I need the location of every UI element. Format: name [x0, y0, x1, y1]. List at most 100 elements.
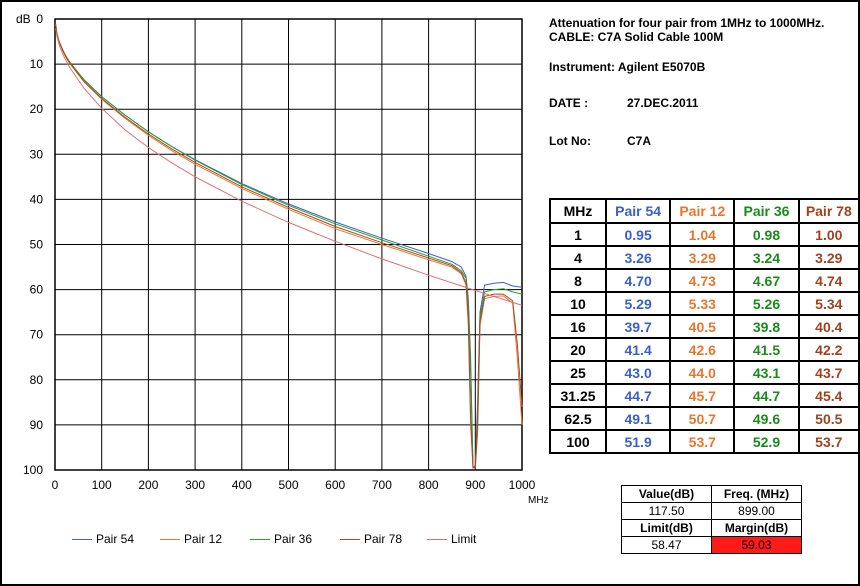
header-mhz: MHz — [549, 198, 608, 224]
x-tick-label: 0 — [52, 478, 59, 492]
freq-cell: 1 — [549, 222, 608, 247]
legend-item: Pair 36 — [250, 532, 312, 546]
legend-item: Pair 78 — [340, 532, 402, 546]
value-cell: 40.5 — [669, 314, 736, 339]
x-tick-label: 300 — [185, 478, 205, 492]
value-cell: 3.24 — [733, 245, 800, 270]
legend-item: Pair 54 — [72, 532, 134, 546]
limit-cell: 58.47 — [621, 536, 712, 554]
date-label: DATE : — [549, 96, 589, 110]
freq-cell: 62.5 — [549, 406, 608, 431]
table-row: 20 41.4 42.6 41.5 42.2 — [549, 337, 860, 362]
freq-cell: 8 — [549, 268, 608, 293]
value-cell: 49.1 — [605, 406, 672, 431]
margin-cell: 59.03 — [711, 536, 802, 554]
value-cell: 41.4 — [605, 337, 672, 362]
table-row: 100 51.9 53.7 52.9 53.7 — [549, 429, 860, 454]
freq-cell: 899.00 — [711, 502, 802, 520]
value-cell: 42.6 — [669, 337, 736, 362]
value-cell: 43.0 — [605, 360, 672, 385]
value-cell: 50.7 — [669, 406, 736, 431]
title-line-2: CABLE: C7A Solid Cable 100M — [549, 30, 724, 44]
value-label: Value(dB) — [621, 485, 712, 503]
table-row: 4 3.26 3.29 3.24 3.29 — [549, 245, 860, 270]
value-cell: 43.7 — [798, 360, 860, 385]
legend-swatch — [340, 538, 360, 540]
legend-item: Limit — [427, 532, 476, 546]
legend-label: Pair 36 — [274, 532, 313, 546]
legend-item: Pair 12 — [160, 532, 222, 546]
margin-label: Margin(dB) — [711, 519, 802, 537]
title-line-1: Attenuation for four pair from 1MHz to 1… — [549, 16, 825, 30]
x-tick-label: 400 — [232, 478, 252, 492]
legend-swatch — [427, 538, 447, 540]
x-tick-label: 600 — [325, 478, 345, 492]
y-tick-label: 100 — [23, 463, 43, 477]
table-row: 16 39.7 40.5 39.8 40.4 — [549, 314, 860, 339]
x-tick-label: 800 — [419, 478, 439, 492]
value-cell: 4.70 — [605, 268, 672, 293]
lot-label: Lot No: — [549, 134, 591, 148]
value-cell: 40.4 — [798, 314, 860, 339]
value-cell: 42.2 — [798, 337, 860, 362]
table-row: 8 4.70 4.73 4.67 4.74 — [549, 268, 860, 293]
value-cell: 45.4 — [798, 383, 860, 408]
table-row: 25 43.0 44.0 43.1 43.7 — [549, 360, 860, 385]
value-cell: 53.7 — [669, 429, 736, 454]
date-value: 27.DEC.2011 — [627, 96, 699, 110]
x-tick-label: 200 — [138, 478, 158, 492]
legend-label: Limit — [451, 532, 477, 546]
freq-cell: 31.25 — [549, 383, 608, 408]
value-cell: 3.26 — [605, 245, 672, 270]
table-row: 31.25 44.7 45.7 44.7 45.4 — [549, 383, 860, 408]
value-cell: 117.50 — [621, 502, 712, 520]
value-cell: 5.29 — [605, 291, 672, 316]
value-cell: 41.5 — [733, 337, 800, 362]
result-table: Value(dB) Freq. (MHz) 117.50 899.00 Limi… — [621, 485, 802, 554]
value-cell: 1.04 — [669, 222, 736, 247]
value-cell: 0.98 — [733, 222, 800, 247]
x-tick-label: 700 — [372, 478, 392, 492]
lot-value: C7A — [627, 134, 652, 148]
value-cell: 45.7 — [669, 383, 736, 408]
freq-cell: 16 — [549, 314, 608, 339]
instrument-label: Instrument: Agilent E5070B — [549, 60, 706, 74]
value-cell: 39.7 — [605, 314, 672, 339]
series-line-limit — [55, 28, 523, 306]
value-cell: 4.67 — [733, 268, 800, 293]
value-cell: 52.9 — [733, 429, 800, 454]
plot-border — [54, 18, 523, 471]
value-cell: 50.5 — [798, 406, 860, 431]
value-cell: 44.0 — [669, 360, 736, 385]
value-cell: 51.9 — [605, 429, 672, 454]
value-cell: 5.34 — [798, 291, 860, 316]
y-tick-label: 40 — [30, 192, 44, 206]
freq-label: Freq. (MHz) — [711, 485, 802, 503]
header-pair-36: Pair 36 — [733, 198, 800, 224]
y-tick-label: 60 — [30, 283, 44, 297]
value-cell: 44.7 — [605, 383, 672, 408]
x-tick-label: 900 — [465, 478, 485, 492]
x-tick-label: 500 — [278, 478, 298, 492]
freq-cell: 100 — [549, 429, 608, 454]
header-pair-54: Pair 54 — [605, 198, 672, 224]
value-cell: 39.8 — [733, 314, 800, 339]
y-tick-label: 30 — [30, 147, 44, 161]
y-tick-label: 50 — [30, 238, 44, 252]
y-tick-label: 20 — [30, 102, 44, 116]
value-cell: 43.1 — [733, 360, 800, 385]
x-tick-label: 100 — [92, 478, 112, 492]
value-cell: 3.29 — [669, 245, 736, 270]
y-tick-label: 10 — [30, 57, 44, 71]
legend-label: Pair 78 — [364, 532, 403, 546]
y-tick-label: 90 — [30, 418, 44, 432]
legend-swatch — [250, 538, 270, 540]
value-cell: 4.74 — [798, 268, 860, 293]
freq-cell: 10 — [549, 291, 608, 316]
x-tick-label: 1000 — [509, 478, 536, 492]
attenuation-table: MHz Pair 54 Pair 12 Pair 36 Pair 78 1 0.9… — [549, 198, 860, 454]
freq-cell: 4 — [549, 245, 608, 270]
value-cell: 0.95 — [605, 222, 672, 247]
header-pair-12: Pair 12 — [669, 198, 736, 224]
table-row: 10 5.29 5.33 5.26 5.34 — [549, 291, 860, 316]
